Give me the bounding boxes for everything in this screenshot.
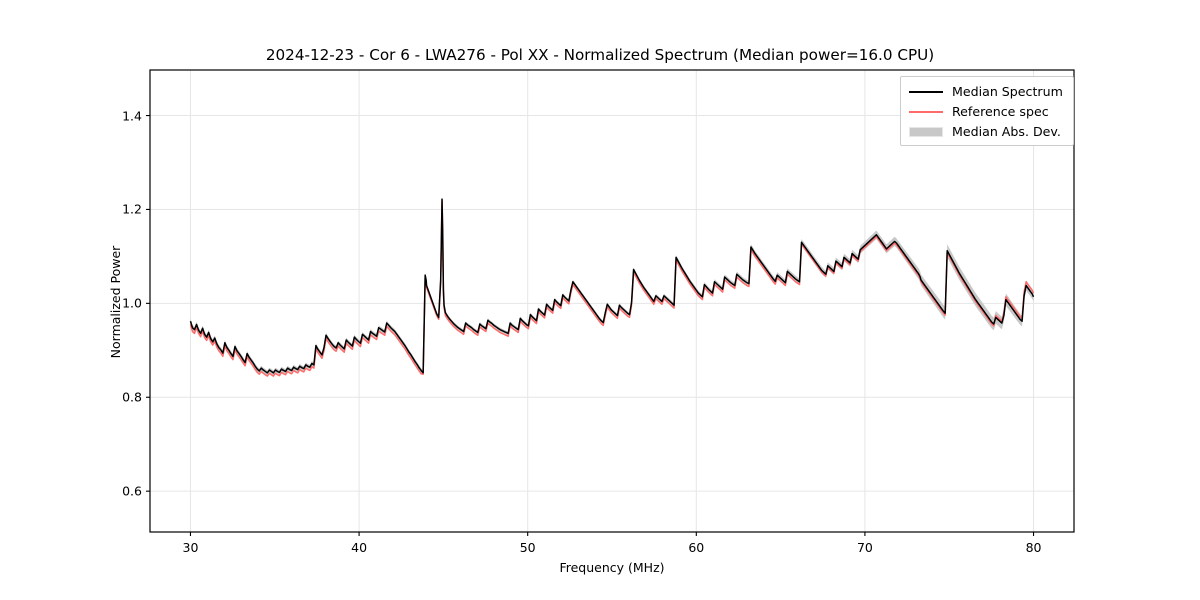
x-tick-label: 30 [182,540,199,555]
y-tick-label: 0.8 [122,389,142,405]
x-tick-label: 40 [351,540,368,555]
legend-label: Median Spectrum [952,84,1063,99]
y-axis-label: Normalized Power [108,245,123,359]
legend-line-icon-reference-spec [908,105,944,119]
y-tick-label: 1.0 [122,295,142,311]
x-axis-label: Frequency (MHz) [559,560,665,575]
reference-spec-line [189,200,1035,377]
legend-item-median-abs-dev: Median Abs. Dev. [908,122,1066,142]
x-tick-label: 60 [688,540,705,555]
x-tick-label: 50 [519,540,536,555]
legend-line-icon-median-spectrum [908,85,944,99]
page-title: 2024-12-23 - Cor 6 - LWA276 - Pol XX - N… [265,46,935,64]
y-tick-label: 1.4 [122,108,142,124]
legend-patch-icon-median-abs-dev [908,125,944,139]
y-tick-label: 0.6 [122,483,142,499]
legend-label: Reference spec [952,104,1049,119]
y-tick-label: 1.2 [122,201,142,217]
x-tick-label: 70 [856,540,873,555]
plot-frame [149,69,1075,533]
legend: Median Spectrum Reference spec Median Ab… [900,76,1074,146]
x-tick-label: 80 [1025,540,1042,555]
legend-item-reference-spec: Reference spec [908,102,1066,122]
median-spectrum-line [189,198,1035,374]
legend-item-median-spectrum: Median Spectrum [908,82,1066,102]
legend-label: Median Abs. Dev. [952,124,1061,139]
axis-ticks [146,114,1035,536]
